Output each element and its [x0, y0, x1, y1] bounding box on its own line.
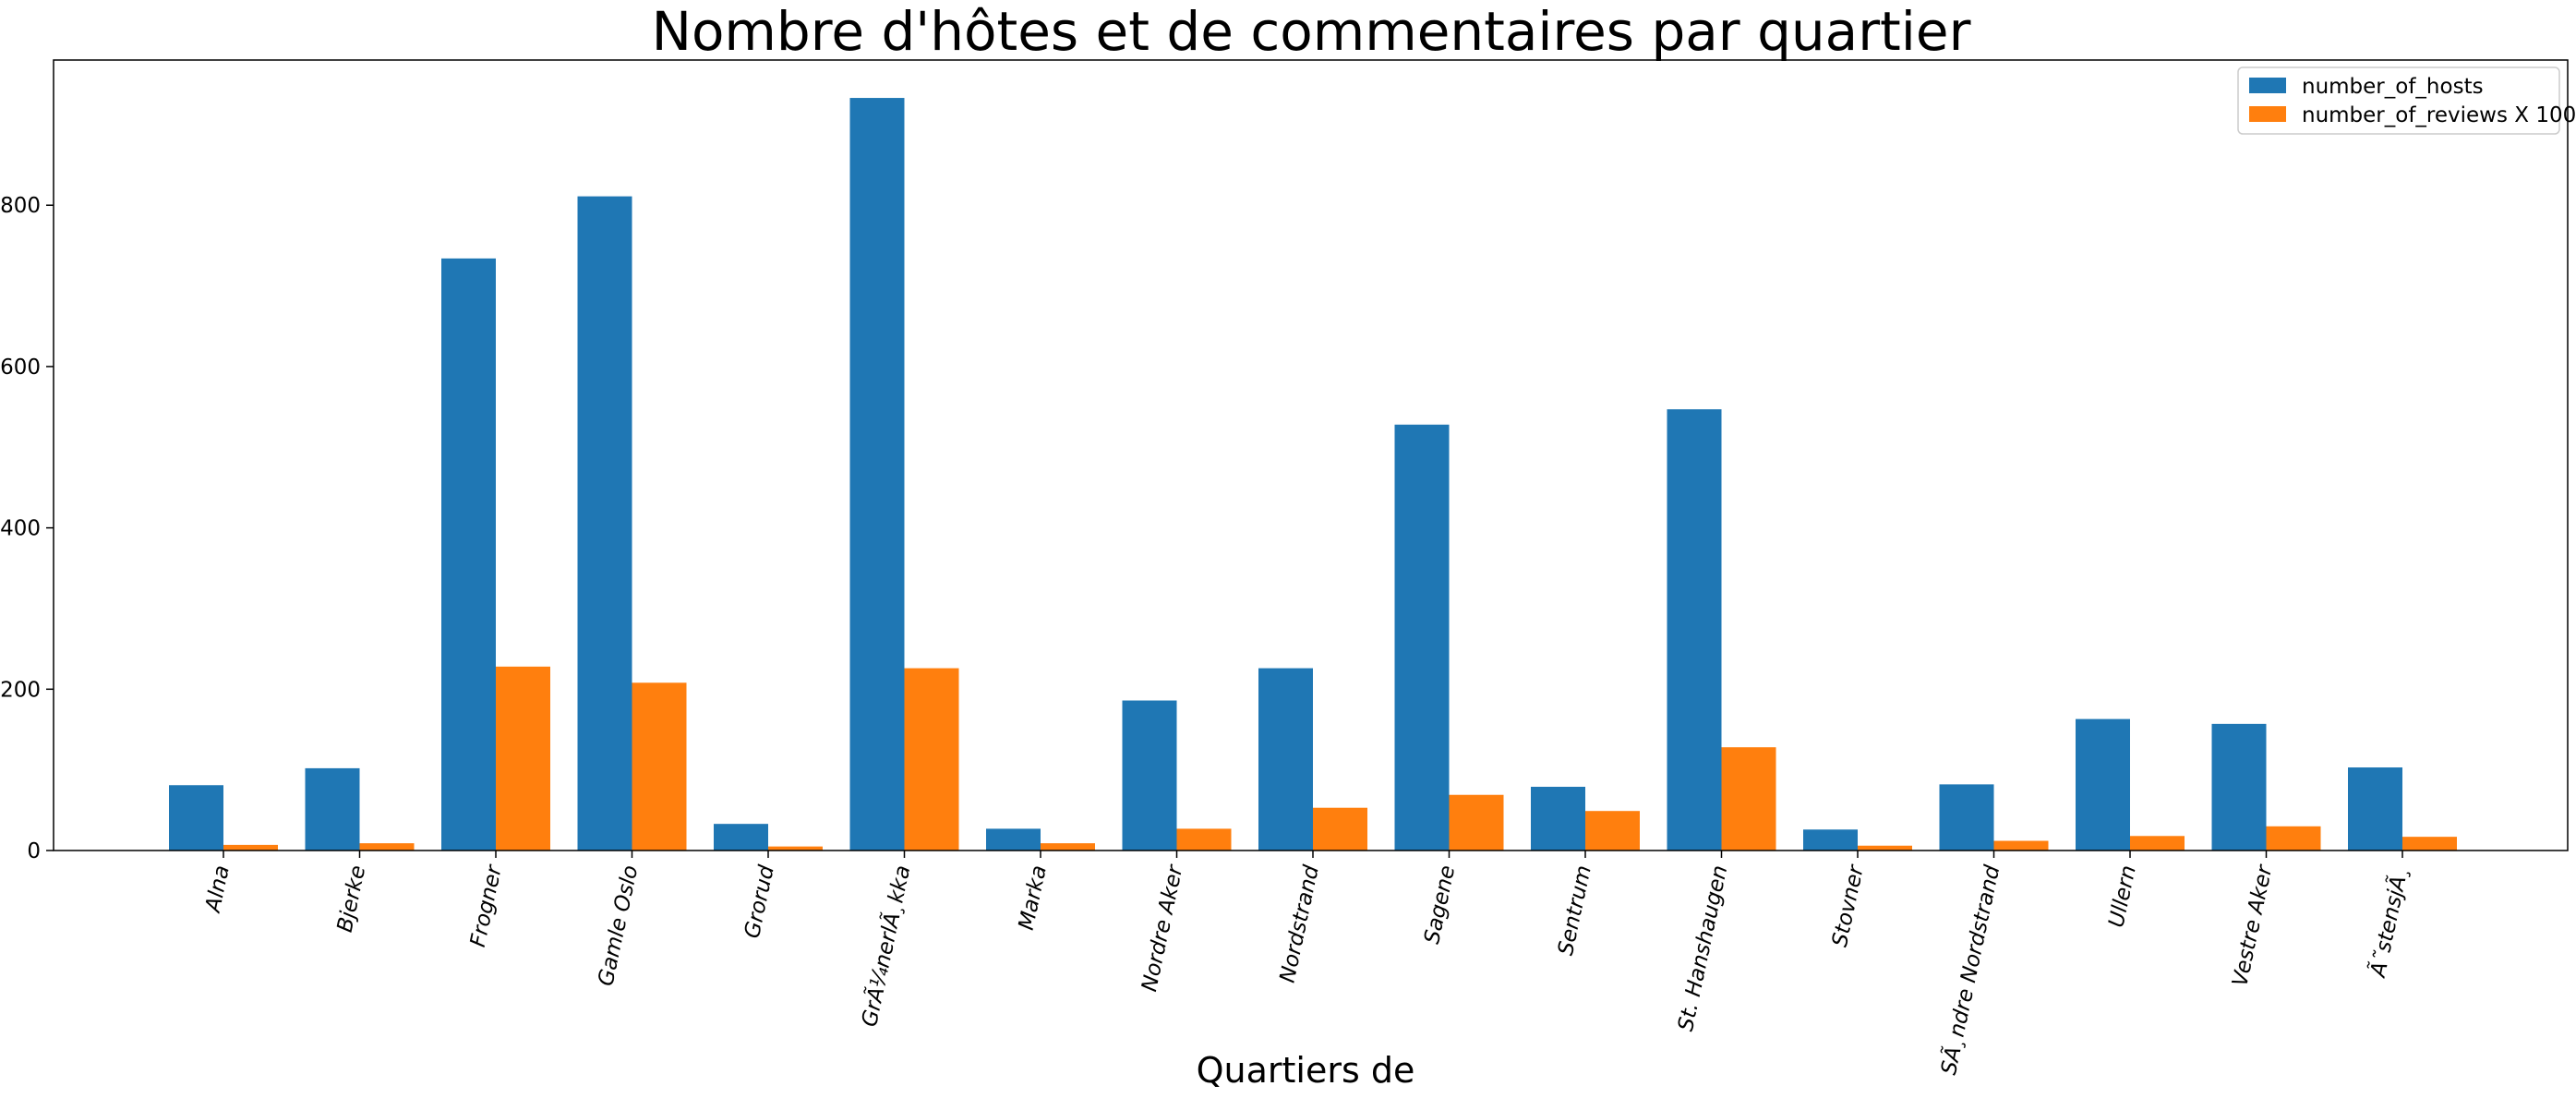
- bar-hosts-9: [1394, 424, 1450, 851]
- x-tick-label-12: Stovner: [1828, 862, 1869, 948]
- bar-reviews-14: [2130, 836, 2185, 851]
- bar-reviews-9: [1449, 794, 1504, 851]
- x-tick-label-2: Frogner: [466, 862, 507, 948]
- bar-reviews-7: [1176, 828, 1232, 851]
- y-tick-label-3: 600: [0, 356, 41, 380]
- y-tick-label-0: 0: [27, 839, 41, 863]
- y-tick-label-1: 200: [0, 678, 41, 702]
- legend-swatch-hosts: [2249, 78, 2286, 93]
- x-tick-label-11: St. Hanshaugen: [1674, 863, 1732, 1033]
- bar-reviews-16: [2402, 837, 2457, 851]
- x-tick-label-0: Alna: [200, 863, 234, 916]
- x-tick-label-10: Sentrum: [1554, 863, 1596, 958]
- y-axis: 0 200 400 600 800: [0, 194, 54, 863]
- bar-hosts-11: [1667, 409, 1722, 851]
- bar-hosts-15: [2211, 723, 2267, 851]
- bar-reviews-3: [632, 682, 687, 851]
- x-tick-label-4: Grorud: [740, 863, 779, 940]
- bar-reviews-10: [1585, 811, 1640, 851]
- bar-reviews-13: [1993, 840, 2049, 851]
- bar-reviews-6: [1041, 843, 1095, 851]
- plot-frame: [53, 59, 2569, 851]
- bar-reviews-12: [1858, 845, 1912, 851]
- x-tick-label-1: Bjerke: [333, 863, 371, 935]
- x-tick-label-13: SÃ¸ndre Nordstrand: [1935, 863, 2004, 1077]
- bar-hosts-7: [1122, 700, 1177, 851]
- y-tick-label-2: 400: [0, 517, 41, 541]
- x-tick-label-8: Nordstrand: [1276, 863, 1324, 984]
- legend: number_of_hosts number_of_reviews X 100: [2237, 66, 2576, 135]
- bar-hosts-14: [2076, 718, 2130, 851]
- bar-hosts-16: [2348, 767, 2402, 851]
- bar-hosts-0: [169, 785, 223, 851]
- legend-label-hosts: number_of_hosts: [2302, 75, 2484, 99]
- bar-reviews-1: [359, 843, 415, 851]
- bar-reviews-8: [1313, 807, 1367, 851]
- bar-hosts-4: [714, 824, 768, 851]
- bars-group: [169, 98, 2457, 851]
- chart-title: Nombre d'hôtes et de commentaires par qu…: [652, 0, 1971, 63]
- x-tick-label-14: Ullern: [2104, 863, 2141, 930]
- bar-hosts-3: [577, 196, 632, 851]
- bar-reviews-4: [768, 846, 823, 851]
- y-tick-label-4: 800: [0, 194, 41, 218]
- bar-reviews-5: [904, 668, 959, 851]
- bar-hosts-13: [1939, 784, 1994, 851]
- bar-reviews-15: [2266, 826, 2321, 851]
- bar-reviews-2: [496, 666, 550, 851]
- x-tick-label-16: Ã˜stensjÃ¸: [2365, 863, 2413, 981]
- bar-hosts-10: [1531, 786, 1585, 851]
- x-tick-label-7: Nordre Aker: [1138, 862, 1188, 994]
- bar-hosts-5: [849, 98, 905, 851]
- bar-hosts-6: [986, 828, 1041, 851]
- bar-reviews-11: [1721, 747, 1776, 851]
- x-tick-label-5: GrÃ¼nerlÃ¸kka: [856, 863, 915, 1029]
- x-axis: Alna Bjerke Frogner Gamle Oslo Grorud GrÃ¼ner…: [200, 851, 2413, 1077]
- legend-swatch-reviews: [2249, 106, 2286, 122]
- legend-label-reviews: number_of_reviews X 100: [2302, 103, 2576, 127]
- bar-reviews-0: [223, 844, 278, 851]
- bar-hosts-8: [1258, 668, 1313, 851]
- bar-hosts-2: [441, 258, 496, 851]
- x-tick-label-9: Sagene: [1420, 863, 1460, 947]
- x-axis-label: Quartiers de: [1197, 1050, 1415, 1091]
- x-tick-label-15: Vestre Aker: [2228, 862, 2277, 988]
- bar-hosts-1: [305, 767, 360, 851]
- x-tick-label-6: Marka: [1015, 863, 1052, 933]
- legend-box: [2237, 66, 2560, 135]
- x-tick-label-3: Gamle Oslo: [594, 863, 643, 988]
- bar-hosts-12: [1803, 829, 1858, 851]
